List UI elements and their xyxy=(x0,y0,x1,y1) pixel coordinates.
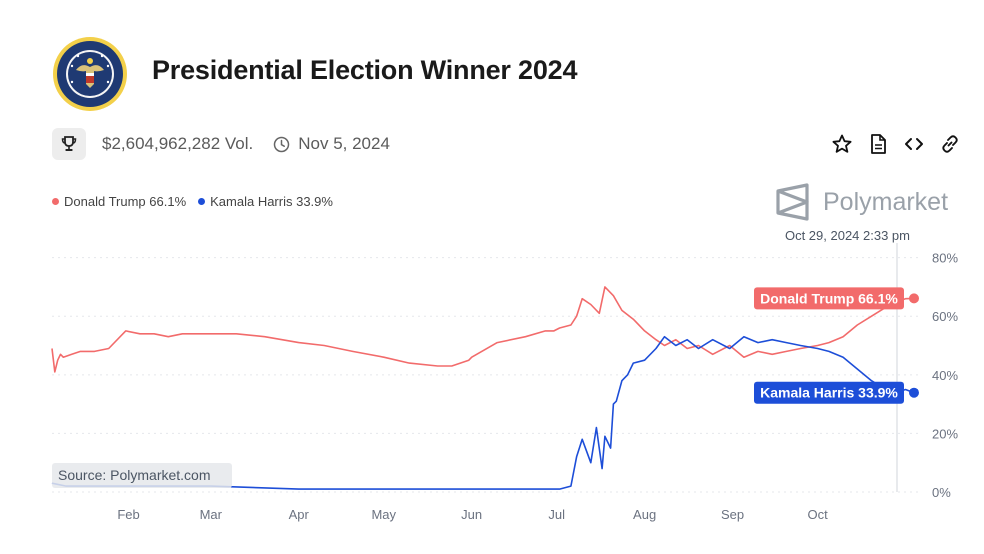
series-end-dot xyxy=(909,387,919,398)
series-line-harris xyxy=(51,335,915,490)
y-tick-label: 0% xyxy=(932,485,951,500)
end-label-bg xyxy=(754,287,904,310)
x-tick-label: Feb xyxy=(117,507,139,522)
source-text: Source: Polymarket.com xyxy=(58,467,211,483)
market-meta: $2,604,962,282 Vol. Nov 5, 2024 xyxy=(52,128,390,160)
x-tick-label: Jun xyxy=(461,507,482,522)
x-axis-ticks: Feb Mar Apr May Jun Jul Aug Sep Oct xyxy=(117,507,828,522)
source-badge-bg xyxy=(52,463,232,488)
end-label-text: Donald Trump 66.1% xyxy=(760,290,898,306)
code-icon xyxy=(905,138,923,150)
legend-item-trump[interactable]: Donald Trump 66.1% xyxy=(52,194,190,209)
series-layer xyxy=(51,286,919,490)
end-label-text: Kamala Harris 33.9% xyxy=(760,385,898,401)
end-label-harris: Kamala Harris 33.9% xyxy=(754,381,904,404)
y-tick-label: 20% xyxy=(932,426,958,441)
x-tick-label: Jul xyxy=(548,507,565,522)
trophy-icon xyxy=(61,136,77,151)
legend-dot-trump xyxy=(52,198,59,205)
favorite-button[interactable] xyxy=(830,132,854,156)
y-tick-label: 80% xyxy=(932,251,958,266)
legend-label-harris: Kamala Harris 33.9% xyxy=(210,194,333,209)
document-icon xyxy=(871,134,886,154)
embed-button[interactable] xyxy=(902,132,926,156)
series-end-dot xyxy=(909,293,919,304)
brand-name: Polymarket xyxy=(823,187,949,216)
x-tick-label: May xyxy=(371,507,396,522)
star-icon xyxy=(832,134,852,153)
polymarket-logo-icon xyxy=(776,183,809,221)
legend-label-trump: Donald Trump 66.1% xyxy=(64,194,187,209)
action-bar xyxy=(830,132,962,156)
x-tick-label: Oct xyxy=(807,507,828,522)
legend-item-harris[interactable]: Kamala Harris 33.9% xyxy=(198,194,337,209)
end-labels: Donald Trump 66.1% Kamala Harris 33.9% xyxy=(754,287,904,404)
hover-date: Oct 29, 2024 2:33 pm xyxy=(785,228,910,243)
page-title: Presidential Election Winner 2024 xyxy=(152,55,578,85)
series-line-trump xyxy=(51,286,915,373)
legend-dot-harris xyxy=(198,198,206,205)
end-label-trump: Donald Trump 66.1% xyxy=(754,287,904,310)
y-tick-label: 60% xyxy=(932,309,958,324)
polymarket-brand: Polymarket xyxy=(775,183,948,221)
x-tick-label: Apr xyxy=(289,507,310,522)
end-label-bg xyxy=(754,381,904,404)
source-badge: Source: Polymarket.com xyxy=(52,463,232,488)
clock-icon xyxy=(274,136,290,152)
copy-link-button[interactable] xyxy=(938,132,962,156)
grid-lines xyxy=(52,257,922,493)
x-tick-label: Sep xyxy=(721,507,744,522)
volume-text: $2,604,962,282 Vol. xyxy=(102,134,254,153)
x-tick-label: Mar xyxy=(200,507,223,522)
x-tick-label: Aug xyxy=(633,507,656,522)
chart-legend: Donald Trump 66.1% Kamala Harris 33.9% xyxy=(52,194,345,209)
end-date-text: Nov 5, 2024 xyxy=(298,134,390,153)
link-icon xyxy=(942,135,958,153)
y-tick-label: 40% xyxy=(932,368,958,383)
presidential-seal-logo xyxy=(53,37,127,111)
y-axis-ticks: 0% 20% 40% 60% 80% xyxy=(932,251,958,500)
trophy-button[interactable] xyxy=(52,128,86,160)
rules-button[interactable] xyxy=(866,132,890,156)
